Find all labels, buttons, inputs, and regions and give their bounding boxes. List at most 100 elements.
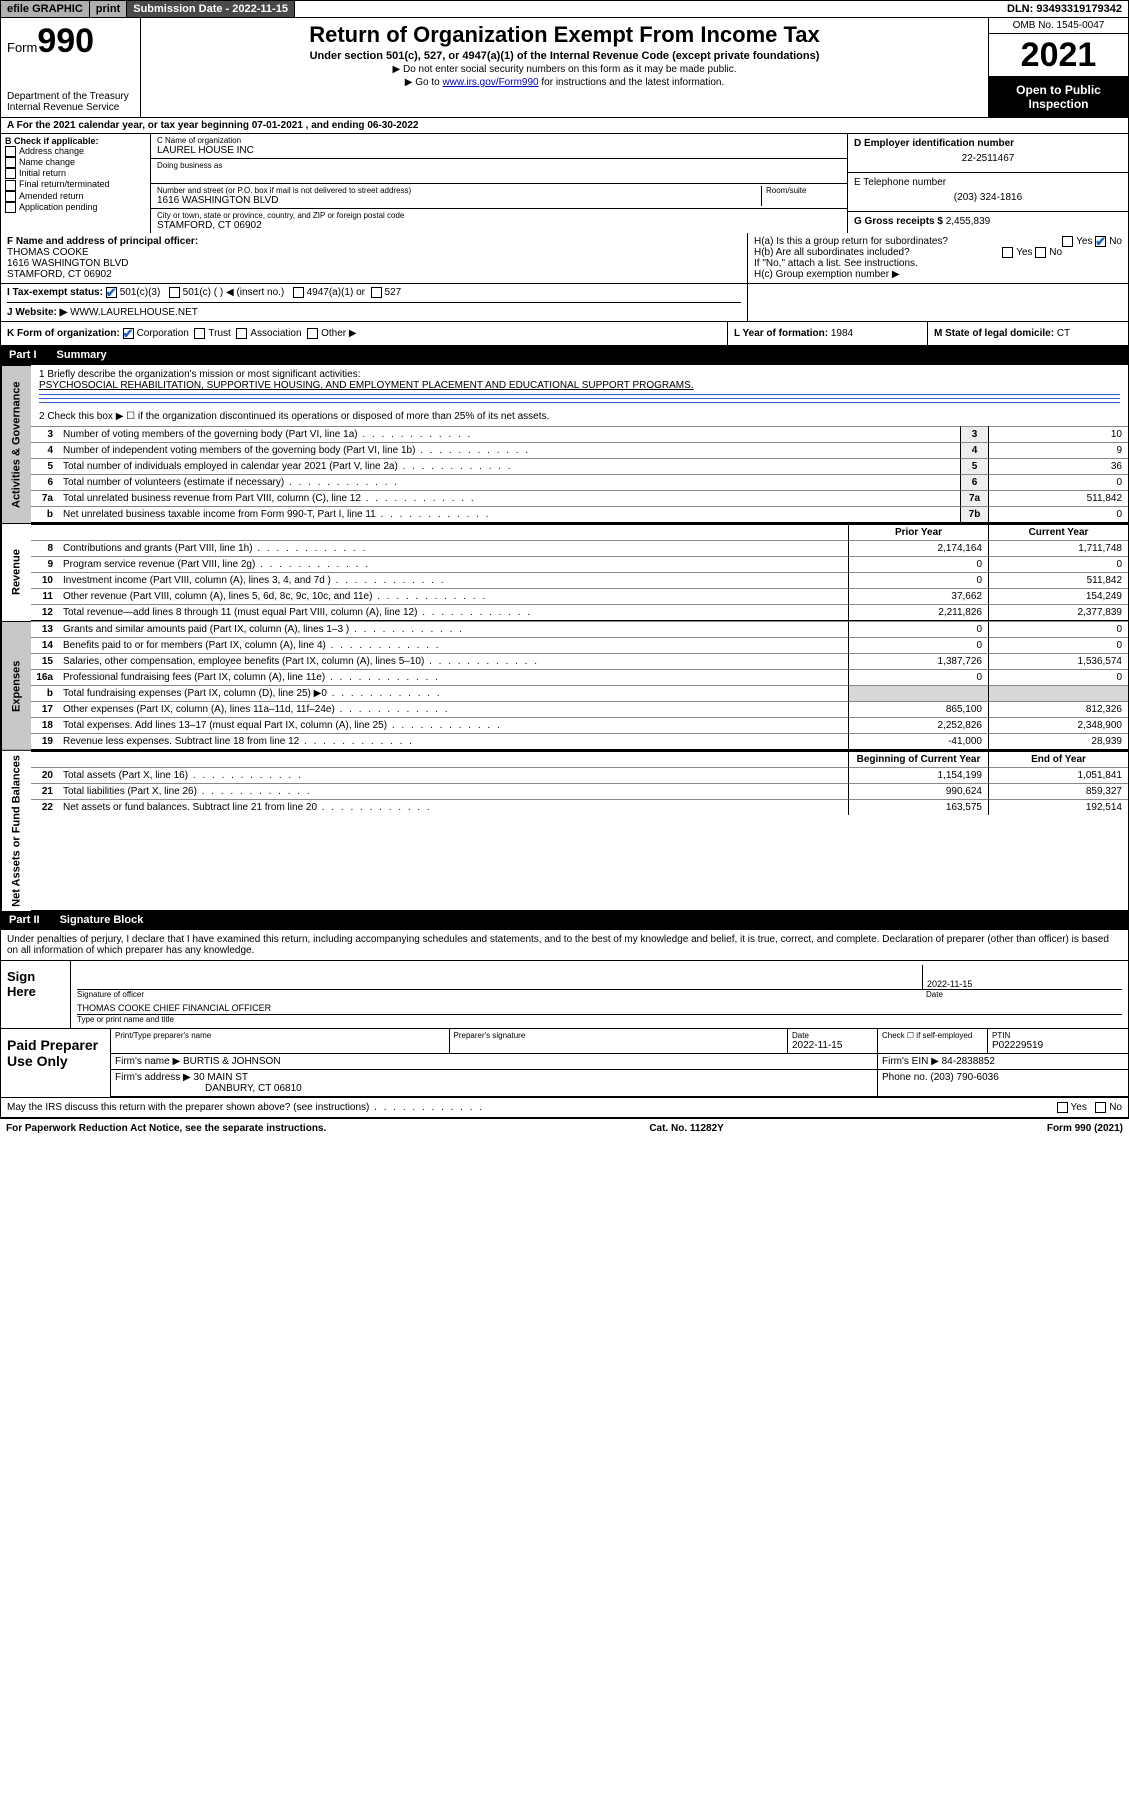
principal-officer: F Name and address of principal officer:… <box>1 233 748 283</box>
chk-527[interactable] <box>371 287 382 298</box>
irs-link[interactable]: www.irs.gov/Form990 <box>442 77 538 88</box>
summary-line: 22Net assets or fund balances. Subtract … <box>31 799 1128 815</box>
vlabel-governance: Activities & Governance <box>1 365 31 523</box>
dept-irs: Internal Revenue Service <box>7 102 134 113</box>
summary-line: 16aProfessional fundraising fees (Part I… <box>31 669 1128 685</box>
summary-line: 17Other expenses (Part IX, column (A), l… <box>31 701 1128 717</box>
chk-501c[interactable] <box>169 287 180 298</box>
omb-number: OMB No. 1545-0047 <box>989 18 1128 34</box>
open-inspection: Open to Public Inspection <box>989 77 1128 117</box>
summary-line: 6Total number of volunteers (estimate if… <box>31 474 1128 490</box>
col-d-ein-tel: D Employer identification number 22-2511… <box>848 134 1128 233</box>
chk-501c3[interactable] <box>106 287 117 298</box>
print-button[interactable]: print <box>90 1 127 17</box>
summary-line: 21Total liabilities (Part X, line 26)990… <box>31 783 1128 799</box>
summary-line: bNet unrelated business taxable income f… <box>31 506 1128 522</box>
chk-trust[interactable] <box>194 328 205 339</box>
year-formation: L Year of formation: 1984 <box>728 322 928 345</box>
vlabel-expenses: Expenses <box>1 621 31 750</box>
vlabel-net-assets: Net Assets or Fund Balances <box>1 750 31 911</box>
page-footer: For Paperwork Reduction Act Notice, see … <box>0 1118 1129 1138</box>
tax-year: 2021 <box>989 34 1128 77</box>
col-current-year: Current Year <box>988 525 1128 540</box>
summary-line: 14Benefits paid to or for members (Part … <box>31 637 1128 653</box>
submission-date-label: Submission Date - 2022-11-15 <box>127 1 295 17</box>
chk-name-change[interactable] <box>5 157 16 168</box>
row-a-tax-year: A For the 2021 calendar year, or tax yea… <box>0 118 1129 134</box>
prep-date: 2022-11-15 <box>792 1040 873 1051</box>
chk-amended-return[interactable] <box>5 191 16 202</box>
signature-of-officer[interactable] <box>77 965 922 990</box>
summary-line: 19Revenue less expenses. Subtract line 1… <box>31 733 1128 749</box>
signature-declaration: Under penalties of perjury, I declare th… <box>1 930 1128 960</box>
summary-line: 9Program service revenue (Part VIII, lin… <box>31 556 1128 572</box>
chk-discuss-yes[interactable] <box>1057 1102 1068 1113</box>
form-note-link: ▶ Go to www.irs.gov/Form990 for instruct… <box>149 77 980 88</box>
ein-value: 22-2511467 <box>854 149 1122 168</box>
discuss-with-preparer: May the IRS discuss this return with the… <box>1 1097 1128 1117</box>
chk-address-change[interactable] <box>5 146 16 157</box>
summary-line: 7aTotal unrelated business revenue from … <box>31 490 1128 506</box>
chk-4947[interactable] <box>293 287 304 298</box>
summary-line: bTotal fundraising expenses (Part IX, co… <box>31 685 1128 701</box>
tax-exempt-status: I Tax-exempt status: 501(c)(3) 501(c) ( … <box>1 284 748 321</box>
chk-ha-yes[interactable] <box>1062 236 1073 247</box>
summary-line: 11Other revenue (Part VIII, column (A), … <box>31 588 1128 604</box>
summary-line: 15Salaries, other compensation, employee… <box>31 653 1128 669</box>
part-i-header: Part ISummary <box>0 346 1129 365</box>
dln-label: DLN: 93493319179342 <box>1001 1 1128 17</box>
chk-other[interactable] <box>307 328 318 339</box>
chk-application-pending[interactable] <box>5 202 16 213</box>
chk-final-return[interactable] <box>5 180 16 191</box>
chk-hb-no[interactable] <box>1035 247 1046 258</box>
mission-section: 1 Briefly describe the organization's mi… <box>31 365 1128 426</box>
website-value: WWW.LAURELHOUSE.NET <box>70 307 198 318</box>
org-street: 1616 WASHINGTON BLVD <box>157 195 761 206</box>
summary-line: 4Number of independent voting members of… <box>31 442 1128 458</box>
officer-name-title: THOMAS COOKE CHIEF FINANCIAL OFFICER <box>77 999 1122 1015</box>
summary-line: 10Investment income (Part VIII, column (… <box>31 572 1128 588</box>
summary-line: 18Total expenses. Add lines 13–17 (must … <box>31 717 1128 733</box>
col-prior-year: Prior Year <box>848 525 988 540</box>
firm-ein: 84-2838852 <box>942 1056 995 1067</box>
form-number: Form990 <box>7 22 134 61</box>
state-domicile: M State of legal domicile: CT <box>928 322 1128 345</box>
top-bar: efile GRAPHIC print Submission Date - 20… <box>0 0 1129 18</box>
form-header: Form990 Department of the Treasury Inter… <box>0 18 1129 118</box>
chk-hb-yes[interactable] <box>1002 247 1013 258</box>
mission-text: PSYCHOSOCIAL REHABILITATION, SUPPORTIVE … <box>39 380 1120 391</box>
org-city: STAMFORD, CT 06902 <box>157 220 841 231</box>
paid-preparer-label: Paid Preparer Use Only <box>1 1029 111 1097</box>
col-b-checkboxes: B Check if applicable: Address change Na… <box>1 134 151 233</box>
chk-initial-return[interactable] <box>5 168 16 179</box>
chk-discuss-no[interactable] <box>1095 1102 1106 1113</box>
group-return-section: H(a) Is this a group return for subordin… <box>748 233 1128 283</box>
sign-here-label: Sign Here <box>1 961 71 1028</box>
org-name: LAUREL HOUSE INC <box>157 145 841 156</box>
form-subtitle: Under section 501(c), 527, or 4947(a)(1)… <box>149 50 980 62</box>
form-title: Return of Organization Exempt From Incom… <box>149 22 980 48</box>
firm-phone: (203) 790-6036 <box>930 1072 998 1083</box>
chk-assoc[interactable] <box>236 328 247 339</box>
gross-receipts-value: 2,455,839 <box>946 216 991 227</box>
signature-date: 2022-11-15 <box>922 965 1122 990</box>
telephone-value: (203) 324-1816 <box>854 188 1122 207</box>
efile-button[interactable]: efile GRAPHIC <box>1 1 90 17</box>
firm-name: BURTIS & JOHNSON <box>183 1056 281 1067</box>
ptin-value: P02229519 <box>992 1040 1124 1051</box>
col-boy: Beginning of Current Year <box>848 752 988 767</box>
part-ii-header: Part IISignature Block <box>0 911 1129 930</box>
vlabel-revenue: Revenue <box>1 523 31 621</box>
summary-line: 3Number of voting members of the governi… <box>31 426 1128 442</box>
col-eoy: End of Year <box>988 752 1128 767</box>
summary-line: 13Grants and similar amounts paid (Part … <box>31 621 1128 637</box>
form-note-ssn: ▶ Do not enter social security numbers o… <box>149 64 980 75</box>
dept-treasury: Department of the Treasury <box>7 91 134 102</box>
firm-address: 30 MAIN ST <box>194 1072 248 1083</box>
summary-line: 8Contributions and grants (Part VIII, li… <box>31 540 1128 556</box>
chk-corp[interactable] <box>123 328 134 339</box>
summary-line: 5Total number of individuals employed in… <box>31 458 1128 474</box>
form-of-org: K Form of organization: Corporation Trus… <box>1 322 728 345</box>
summary-line: 20Total assets (Part X, line 16)1,154,19… <box>31 767 1128 783</box>
chk-ha-no[interactable] <box>1095 236 1106 247</box>
